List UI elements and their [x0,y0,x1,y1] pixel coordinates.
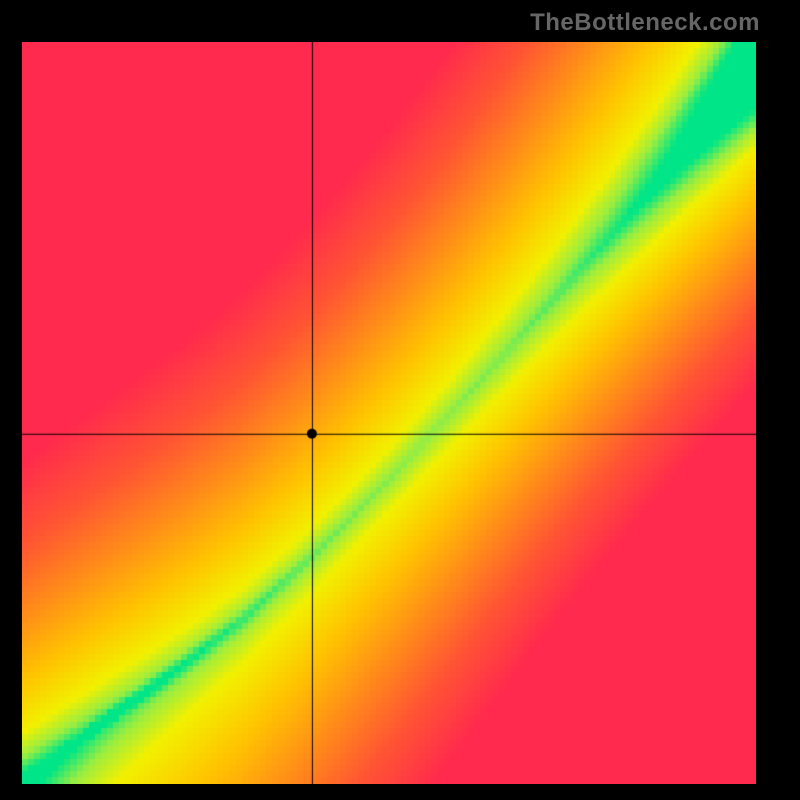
watermark-text: TheBottleneck.com [530,9,760,37]
chart-container: TheBottleneck.com [0,0,800,800]
crosshair-overlay [22,42,756,784]
